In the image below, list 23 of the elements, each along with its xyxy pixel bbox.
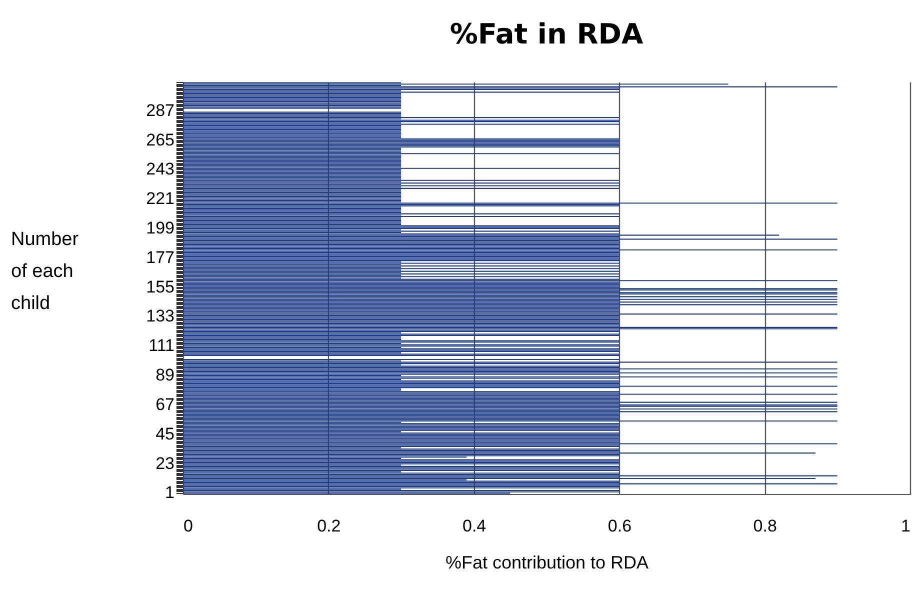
y-tick-label: 243: [146, 160, 174, 179]
y-tick-label: 265: [146, 130, 174, 150]
y-tick-label: 67: [156, 394, 174, 414]
x-tick-label: 0: [184, 516, 193, 536]
x-tick-label: 0.4: [462, 516, 486, 536]
x-axis-title: %Fat contribution to RDA: [445, 552, 649, 572]
x-tick-label: 0.6: [608, 516, 632, 536]
y-tick-label: 111: [148, 336, 174, 356]
y-tick-label: 221: [146, 189, 174, 208]
x-tick-label: 1: [901, 516, 910, 536]
x-tick-label: 0.2: [317, 516, 341, 536]
y-tick-label: 89: [156, 366, 174, 385]
y-tick-label: 177: [146, 248, 174, 267]
chart-title: %Fat in RDA: [450, 17, 644, 50]
y-tick-label: 155: [146, 277, 174, 296]
y-tick-label: 287: [146, 100, 174, 120]
y-axis-title: Number of each child: [11, 229, 80, 314]
y-tick-label: 45: [156, 424, 174, 444]
y-tick-label: 199: [146, 218, 174, 238]
y-tick-label: 23: [156, 454, 174, 473]
x-tick-label: 0.8: [753, 516, 777, 536]
y-tick-label: 1: [165, 483, 174, 502]
y-tick-label: 133: [146, 306, 174, 326]
